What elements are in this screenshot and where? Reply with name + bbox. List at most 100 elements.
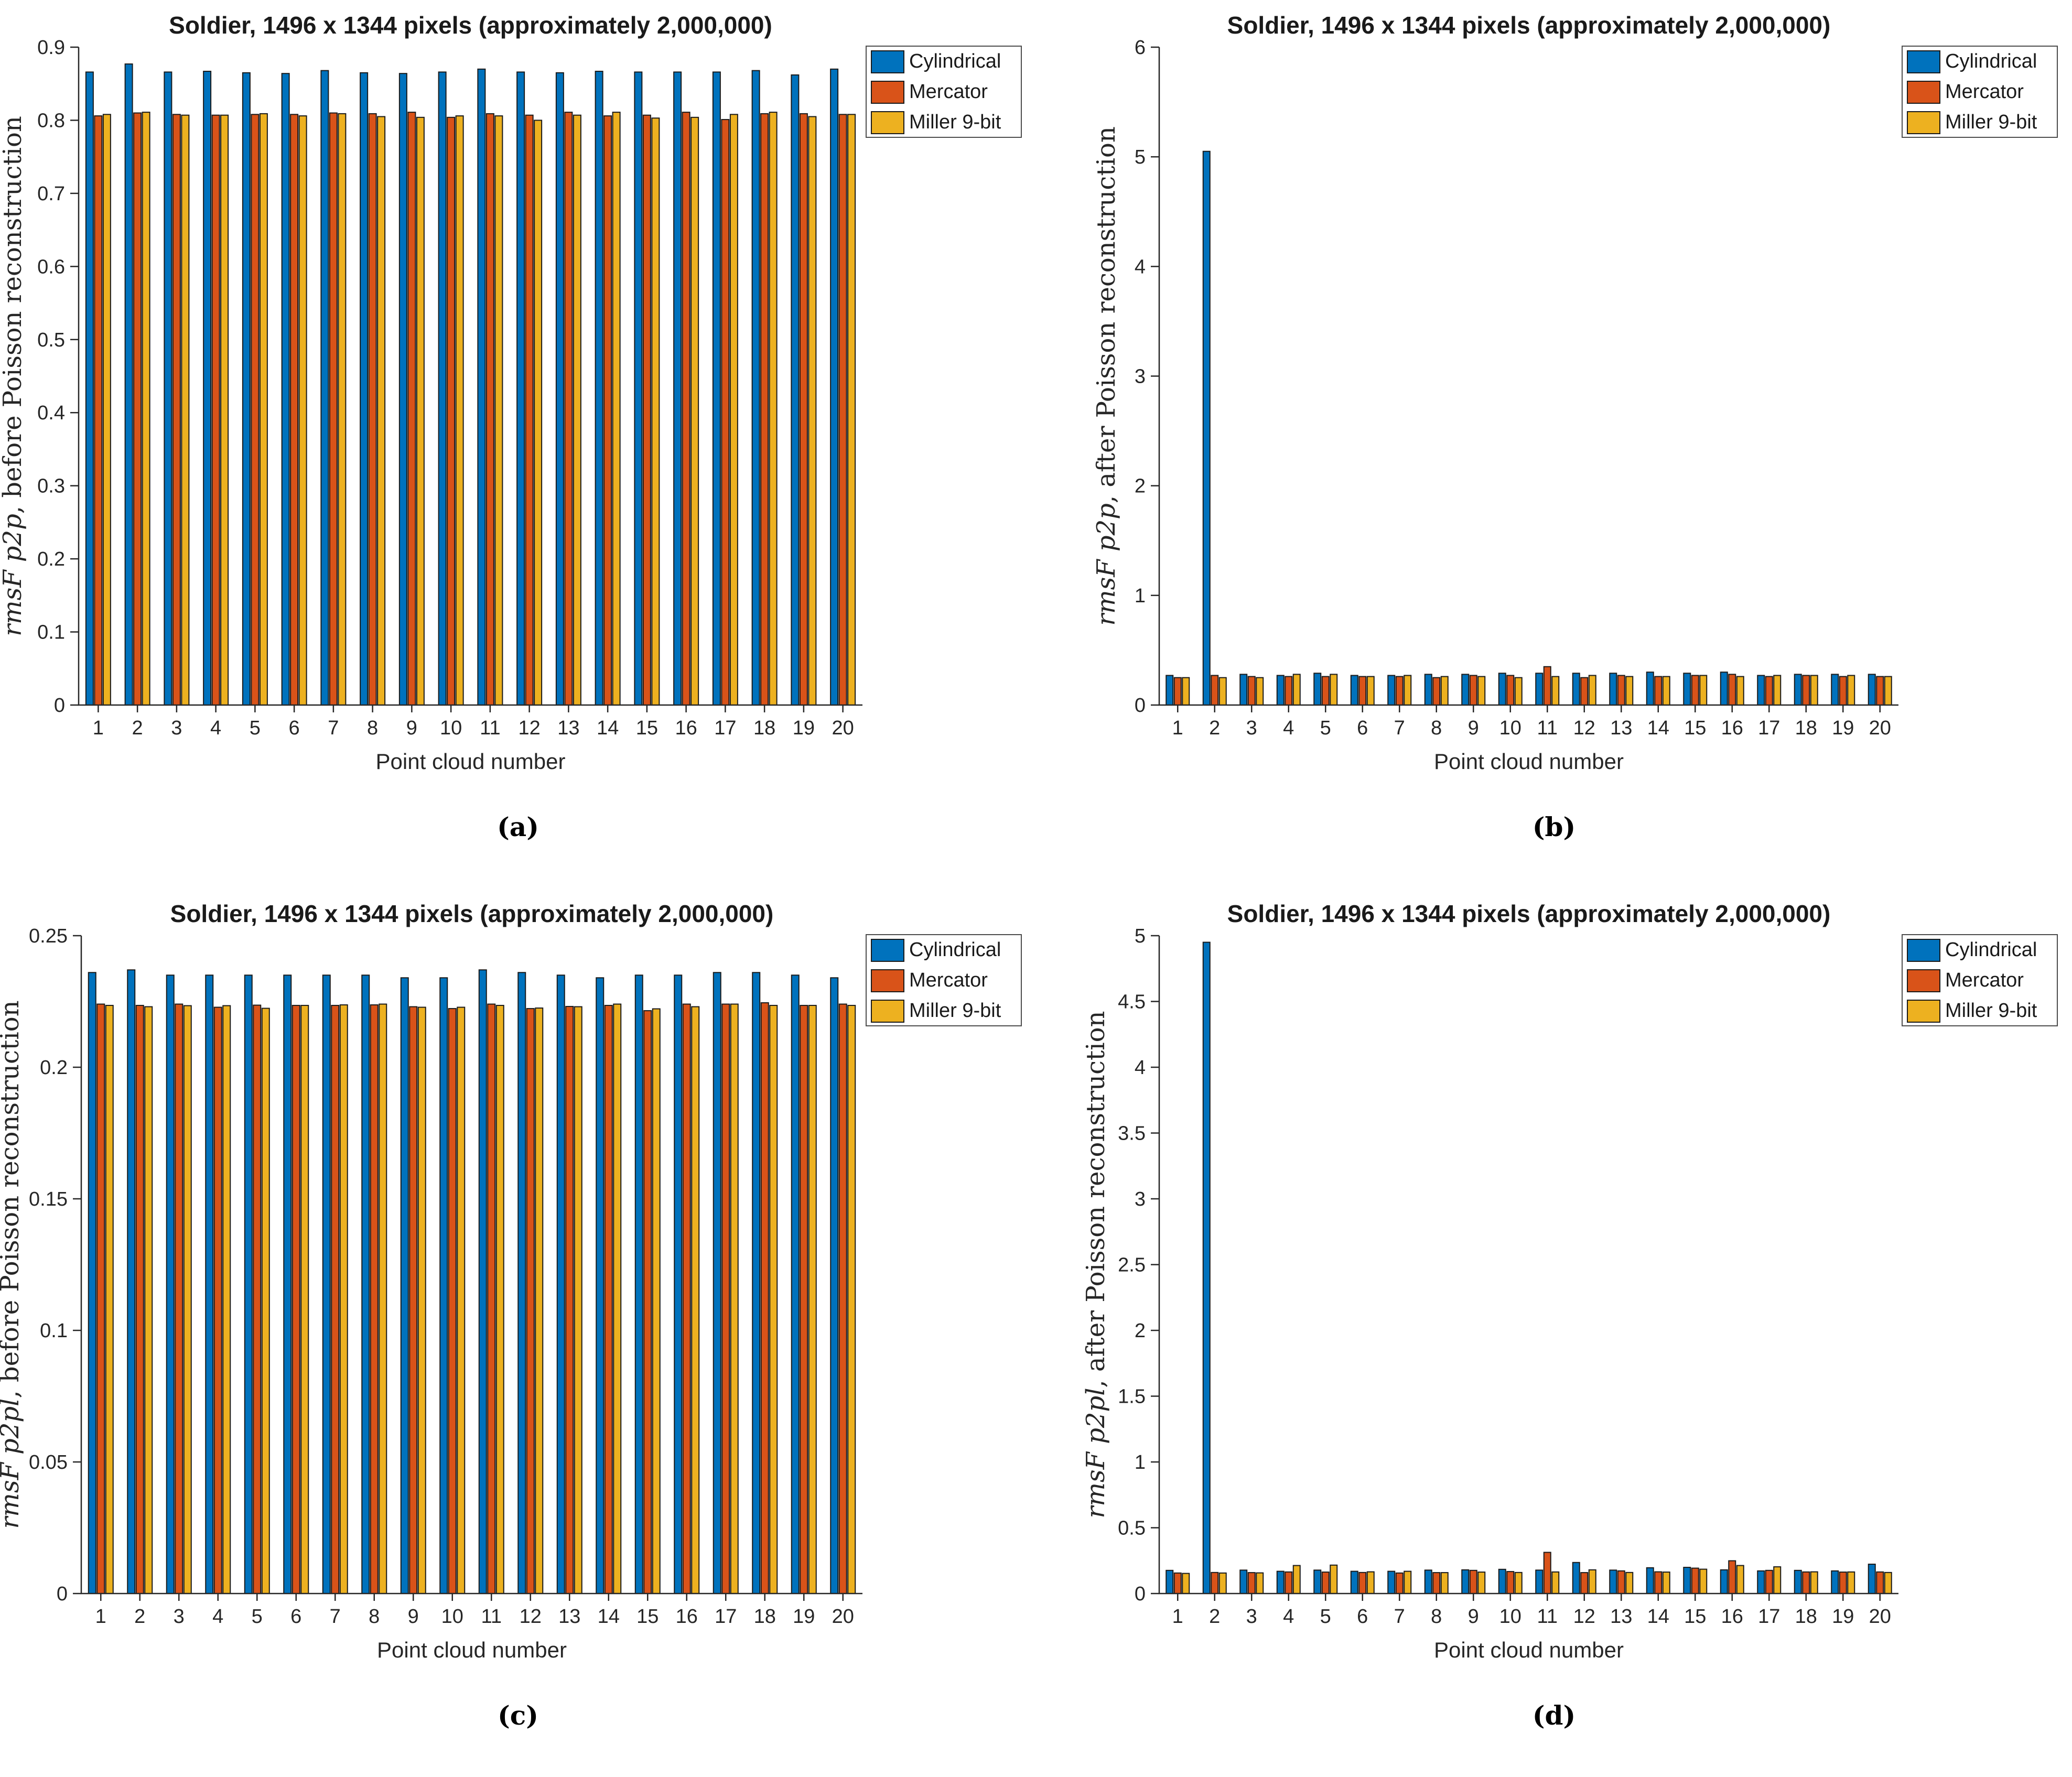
bar-miller: [612, 112, 621, 706]
axes: [78, 47, 862, 706]
bar-cylindrical: [1166, 1569, 1174, 1594]
bar-miller: [730, 1003, 739, 1594]
bar-cylindrical: [1424, 674, 1432, 706]
bar-miller: [1182, 1573, 1190, 1595]
legend-label: Miller 9-bit: [909, 1000, 1001, 1022]
chart-title: Soldier, 1496 x 1344 pixels (approximate…: [170, 900, 774, 927]
x-tick-label: 8: [369, 1606, 380, 1628]
legend-label: Cylindrical: [909, 50, 1001, 72]
bar-cylindrical: [595, 71, 603, 706]
bar-cylindrical: [830, 68, 839, 706]
y-axis-label: rmsF p2pl, before Poisson reconstruction: [0, 1000, 25, 1529]
chart-caption-d: (d): [1532, 1700, 1576, 1731]
x-tick-label: 5: [1320, 717, 1331, 739]
bar-miller: [1440, 1572, 1449, 1594]
bar-cylindrical: [1757, 1570, 1765, 1595]
bar-miller: [1292, 674, 1301, 706]
bar-miller: [808, 116, 817, 706]
x-tick-label: 4: [212, 1606, 223, 1628]
chart-caption-b: (b): [1532, 811, 1576, 842]
bar-miller: [1588, 675, 1596, 706]
bar-mercator: [1211, 1572, 1219, 1594]
y-tick-label: 0: [1135, 1583, 1146, 1605]
bar-mercator: [642, 114, 651, 706]
bar-mercator: [1876, 1571, 1884, 1595]
bar-miller: [1330, 674, 1338, 706]
x-tick-label: 11: [481, 1606, 502, 1628]
y-tick-label: 3: [1135, 1188, 1146, 1210]
bar-mercator: [1691, 675, 1699, 706]
bar-mercator: [1358, 1572, 1367, 1594]
bar-miller: [1625, 676, 1634, 706]
y-tick-label: 0.5: [37, 329, 65, 351]
x-tick-label: 14: [598, 1606, 620, 1628]
bar-miller: [1292, 1565, 1301, 1594]
bar-miller: [457, 1006, 466, 1595]
bar-mercator: [682, 112, 690, 706]
chart-panel-a: Soldier, 1496 x 1344 pixels (approximate…: [0, 0, 1036, 888]
x-tick-label: 12: [1573, 717, 1595, 739]
y-tick-label: 5: [1135, 925, 1146, 947]
bar-miller: [1366, 1571, 1375, 1594]
bar-mercator: [1173, 1572, 1182, 1594]
bar-mercator: [838, 114, 847, 706]
legend-swatch-cylindrical: [871, 939, 904, 962]
bar-cylindrical: [88, 972, 96, 1594]
legend-label: Miller 9-bit: [1945, 1000, 2037, 1022]
bar-miller: [573, 114, 581, 706]
x-tick-label: 20: [832, 1606, 854, 1628]
x-tick-label: 13: [557, 717, 579, 739]
x-tick-label: 14: [1647, 1606, 1669, 1628]
bar-mercator: [1543, 666, 1551, 706]
y-axis-label: rmsF p2p, after Poisson reconstruction: [1092, 126, 1121, 626]
x-tick-label: 7: [330, 1606, 341, 1628]
x-tick-label: 17: [714, 717, 736, 739]
x-tick-label: 10: [440, 717, 462, 739]
y-tick-label: 0.7: [37, 183, 65, 205]
legend-swatch-cylindrical: [1907, 50, 1940, 73]
bar-cylindrical: [634, 71, 643, 706]
bar-cylindrical: [1461, 1569, 1470, 1594]
x-tick-label: 13: [558, 1606, 580, 1628]
bar-cylindrical: [712, 71, 721, 706]
bar-cylindrical: [1313, 673, 1322, 706]
bar-miller: [1218, 1572, 1227, 1594]
bar-cylindrical: [1572, 1562, 1580, 1595]
bar-mercator: [1876, 676, 1884, 706]
legend-label: Mercator: [1945, 969, 2024, 991]
chart-title: Soldier, 1496 x 1344 pixels (approximate…: [1227, 900, 1831, 927]
x-tick-label: 8: [367, 717, 378, 739]
legend-swatch-miller: [1907, 1000, 1940, 1023]
y-tick-label: 0.3: [37, 475, 65, 497]
x-tick-label: 5: [250, 717, 261, 739]
x-tick-label: 15: [636, 717, 658, 739]
bar-cylindrical: [1202, 150, 1211, 706]
bar-miller: [1884, 676, 1892, 706]
x-tick-label: 13: [1610, 1606, 1632, 1628]
bar-cylindrical: [398, 73, 407, 706]
y-tick-label: 0.4: [37, 402, 65, 424]
bar-miller: [1736, 676, 1744, 706]
bar-cylindrical: [203, 71, 212, 706]
y-tick-label: 4.5: [1118, 991, 1146, 1013]
bar-mercator: [1802, 1571, 1810, 1595]
bar-miller: [1477, 676, 1486, 706]
bar-mercator: [1432, 1572, 1441, 1594]
chart-panel-c: Soldier, 1496 x 1344 pixels (approximate…: [0, 888, 1036, 1777]
x-tick-label: 2: [1209, 717, 1220, 739]
bar-mercator: [1285, 1571, 1293, 1595]
bar-miller: [1662, 1572, 1670, 1595]
bar-cylindrical: [85, 71, 94, 706]
bar-miller: [417, 1006, 426, 1595]
bar-mercator: [721, 119, 730, 706]
bar-cylindrical: [1683, 673, 1691, 706]
bar-miller: [1477, 1572, 1486, 1595]
chart-d: Soldier, 1496 x 1344 pixels (approximate…: [1081, 900, 2058, 1662]
x-tick-label: 12: [518, 717, 540, 739]
x-tick-label: 19: [1832, 1606, 1854, 1628]
bar-mercator: [1839, 1572, 1847, 1595]
bar-cylindrical: [361, 974, 370, 1594]
x-tick-label: 3: [1246, 717, 1257, 739]
legend-swatch-cylindrical: [1907, 939, 1940, 962]
bar-mercator: [603, 115, 612, 706]
